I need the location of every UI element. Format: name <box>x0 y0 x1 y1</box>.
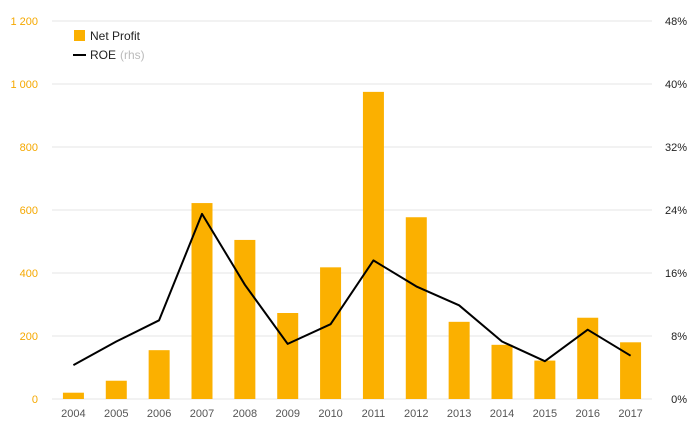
y-right-tick-label: 24% <box>665 205 687 217</box>
net-profit-bar <box>534 360 556 399</box>
net-profit-bars <box>62 91 642 399</box>
net-profit-bar <box>448 321 470 399</box>
x-tick-label: 2014 <box>490 408 514 420</box>
y-right-tick-label: 48% <box>665 16 687 28</box>
roe-line-series <box>72 212 632 366</box>
net-profit-bar <box>62 392 84 399</box>
x-tick-label: 2010 <box>318 408 342 420</box>
x-tick-label: 2015 <box>533 408 557 420</box>
legend: Net Profit ROE (rhs) <box>73 29 145 62</box>
gridlines <box>52 20 652 400</box>
x-tick-label: 2008 <box>233 408 257 420</box>
net-profit-bar <box>234 239 256 399</box>
net-profit-bar <box>491 344 513 399</box>
x-tick-label: 2012 <box>404 408 428 420</box>
x-tick-label: 2006 <box>147 408 171 420</box>
net-profit-bar <box>577 317 599 399</box>
y-right-tick-label: 8% <box>671 331 687 343</box>
net-profit-bar <box>191 203 213 399</box>
net-profit-bar <box>620 342 642 399</box>
x-tick-label: 2005 <box>104 408 128 420</box>
y-right-tick-label: 32% <box>665 142 687 154</box>
net-profit-bar <box>362 91 384 399</box>
roe-line <box>72 212 632 366</box>
legend-net-profit-label: Net Profit <box>90 29 141 43</box>
x-tick-label: 2004 <box>61 408 85 420</box>
left-axis-ticks: 0 200 400 600 800 1 000 1 200 <box>10 16 38 406</box>
x-tick-label: 2009 <box>275 408 299 420</box>
y-left-tick-label: 400 <box>20 268 38 280</box>
legend-roe-name: ROE <box>90 48 116 62</box>
y-right-tick-label: 16% <box>665 268 687 280</box>
x-tick-label: 2016 <box>575 408 599 420</box>
x-tick-label: 2013 <box>447 408 471 420</box>
y-left-tick-label: 0 <box>32 394 38 406</box>
x-tick-label: 2011 <box>362 408 386 420</box>
legend-net-profit-swatch <box>74 30 85 41</box>
y-left-tick-label: 1 000 <box>10 79 38 91</box>
net-profit-bar <box>277 313 299 399</box>
x-axis-ticks: 2004 2005 2006 2007 2008 2009 2010 2011 2012 2013… <box>61 408 643 420</box>
x-tick-label: 2007 <box>190 408 214 420</box>
y-left-tick-label: 800 <box>20 142 38 154</box>
y-left-tick-label: 600 <box>20 205 38 217</box>
y-right-tick-label: 40% <box>665 79 687 91</box>
right-axis-ticks: 0% 8% 16% 24% 32% 40% 48% <box>665 16 687 406</box>
net-profit-bar <box>105 380 127 399</box>
net-profit-bar <box>148 350 170 399</box>
net-profit-bar <box>320 267 342 399</box>
net-profit-bar <box>405 217 427 399</box>
x-tick-label: 2017 <box>618 408 642 420</box>
y-left-tick-label: 200 <box>20 331 38 343</box>
y-left-tick-label: 1 200 <box>10 16 38 28</box>
legend-roe-label: ROE (rhs) <box>90 48 145 62</box>
y-right-tick-label: 0% <box>671 394 687 406</box>
legend-roe-suffix: (rhs) <box>120 48 145 62</box>
